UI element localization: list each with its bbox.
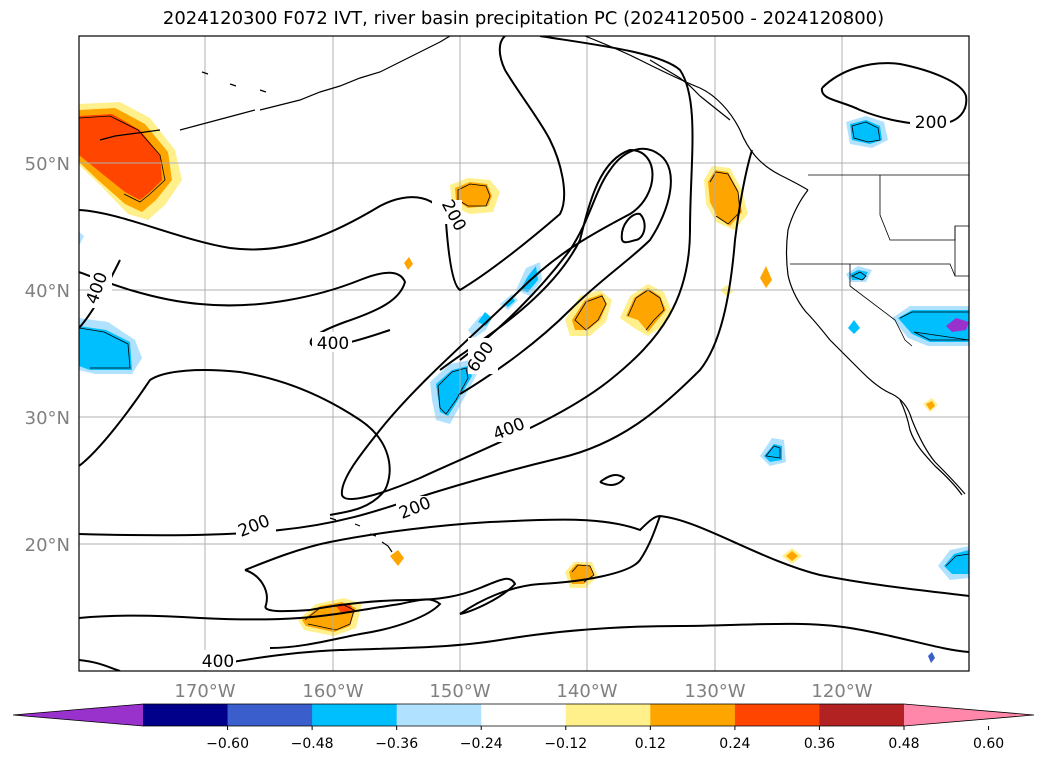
fill-blue-dot-36n bbox=[848, 320, 860, 334]
latitude-labels: 50°N 40°N 30°N 20°N bbox=[25, 154, 70, 556]
colorbar-segment bbox=[650, 704, 736, 726]
colorbar-outline bbox=[12, 703, 1035, 727]
colorbar-tick-label: 0.60 bbox=[973, 736, 1004, 752]
colorbar-segment bbox=[227, 704, 313, 726]
colorbar-arrow-high bbox=[904, 704, 1034, 726]
fill-outlines bbox=[79, 115, 969, 631]
fill-purple-east bbox=[946, 318, 969, 332]
contour-label-400-d: 400 bbox=[202, 652, 234, 672]
map-area bbox=[79, 36, 969, 671]
colorbar: −0.60 −0.48 −0.36 −0.24 −0.12 0.12 0.24 0.36 0.4… bbox=[12, 703, 1035, 752]
fill-west-blue bbox=[79, 326, 132, 370]
colorbar-segment bbox=[312, 704, 398, 726]
fill-far-west-blue bbox=[79, 232, 84, 244]
fill-dot-1 bbox=[404, 257, 413, 270]
colorbar-segment bbox=[819, 704, 905, 726]
colorbar-tick-label: 0.36 bbox=[804, 736, 835, 752]
fill-blue-dot-se bbox=[928, 652, 935, 663]
colorbar-tick-label: 0.24 bbox=[719, 736, 750, 752]
lat-label-50n: 50°N bbox=[25, 154, 70, 175]
coastlines bbox=[99, 36, 966, 553]
colorbar-segment bbox=[565, 704, 651, 726]
fill-orange-126w bbox=[760, 266, 772, 288]
fill-blue-east-inner bbox=[898, 310, 969, 342]
colorbar-segment bbox=[481, 704, 567, 726]
lon-label-120w: 120°W bbox=[811, 681, 872, 702]
colorbar-tick-label: 0.12 bbox=[635, 736, 666, 752]
fill-orange-140w-inner bbox=[572, 294, 607, 330]
lat-label-40n: 40°N bbox=[25, 281, 70, 302]
colorbar-tick-label: −0.24 bbox=[460, 736, 503, 752]
fill-blue-small-2b bbox=[504, 297, 515, 307]
fill-nw-red bbox=[79, 114, 162, 200]
colorbar-arrow-low bbox=[13, 704, 143, 726]
colorbar-segment bbox=[143, 704, 229, 726]
lon-label-140w: 140°W bbox=[556, 681, 617, 702]
fill-orange-124w-inner bbox=[786, 551, 798, 561]
colorbar-tick-label: −0.36 bbox=[375, 736, 418, 752]
political-borders bbox=[790, 174, 969, 347]
contour-labels: 200 200 200 200 400 400 400 400 600 bbox=[82, 112, 950, 672]
contour-label-400-b: 400 bbox=[317, 334, 349, 354]
ivt-contours bbox=[79, 36, 969, 671]
lon-label-150w: 150°W bbox=[429, 681, 490, 702]
map-title: 2024120300 F072 IVT, river basin precipi… bbox=[162, 8, 885, 29]
fill-blue-east-small-inner bbox=[850, 270, 868, 280]
lat-label-30n: 30°N bbox=[25, 408, 70, 429]
lon-label-130w: 130°W bbox=[684, 681, 745, 702]
fill-orange-hi-dot bbox=[390, 550, 404, 566]
gridlines bbox=[79, 36, 969, 671]
lon-label-170w: 170°W bbox=[174, 681, 235, 702]
lat-label-20n: 20°N bbox=[25, 535, 70, 556]
colorbar-segment bbox=[396, 704, 482, 726]
colorbar-tick-label: −0.12 bbox=[544, 736, 587, 752]
fill-orange-47n-inner bbox=[455, 182, 492, 208]
colorbar-segment bbox=[734, 704, 820, 726]
fill-orange-135w-inner bbox=[626, 288, 666, 332]
longitude-labels: 170°W 160°W 150°W 140°W 130°W 120°W bbox=[174, 681, 872, 702]
fill-blue-small-1b bbox=[478, 312, 492, 326]
fill-blue-se-inner bbox=[944, 550, 969, 574]
map-frame bbox=[78, 35, 970, 672]
colorbar-tick-label: −0.48 bbox=[291, 736, 334, 752]
fill-dot-3b bbox=[926, 401, 935, 410]
colorbar-tick-label: −0.60 bbox=[206, 736, 249, 752]
contour-label-200-b: 200 bbox=[915, 113, 947, 133]
lon-label-160w: 160°W bbox=[302, 681, 363, 702]
colorbar-tick-label: 0.48 bbox=[888, 736, 919, 752]
